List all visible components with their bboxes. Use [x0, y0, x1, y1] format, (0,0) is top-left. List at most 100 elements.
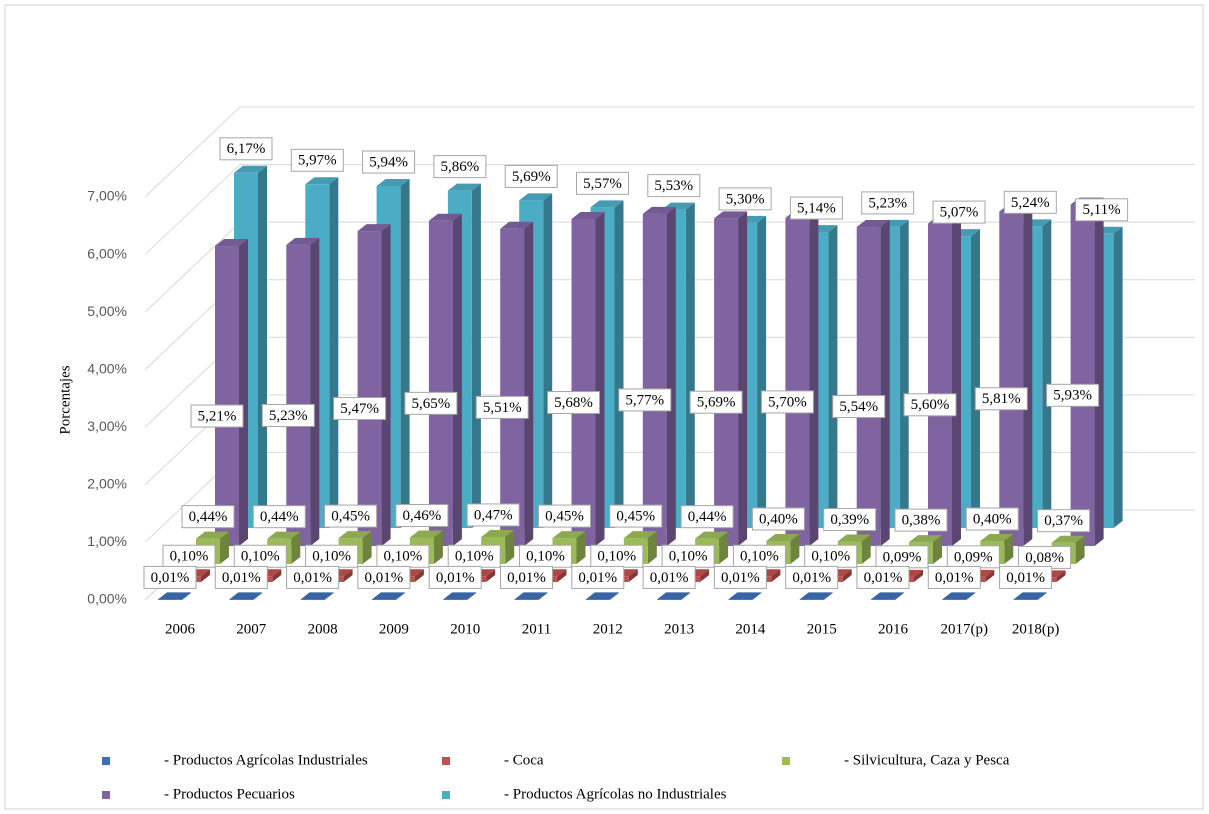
bar — [428, 220, 453, 546]
bar — [714, 218, 739, 546]
data-label-box — [219, 137, 273, 161]
data-label: 5,60% — [911, 397, 950, 413]
data-label: 5,94% — [369, 154, 408, 170]
data-label: 0,01% — [151, 570, 190, 586]
y-tick-label: 2,00% — [87, 476, 127, 492]
bar-top — [215, 239, 248, 247]
bar-side — [771, 569, 781, 582]
y-tick-label: 6,00% — [87, 245, 127, 261]
data-label: 0,40% — [973, 511, 1012, 527]
data-label-box — [181, 505, 235, 529]
data-label: 5,14% — [797, 201, 836, 217]
bar-top — [590, 200, 624, 208]
x-tick-label: 2017(p) — [941, 621, 989, 637]
data-label-box — [760, 390, 814, 414]
data-label: 5,68% — [554, 395, 593, 411]
bar-side — [1056, 570, 1066, 582]
data-label-box — [504, 164, 558, 188]
x-tick-label: 2012 — [593, 621, 623, 637]
data-label-box — [428, 565, 482, 589]
bar-side — [933, 535, 942, 564]
bar-side — [272, 569, 282, 582]
bar-side — [614, 200, 624, 528]
bar-side — [486, 569, 496, 582]
bar-side — [1023, 204, 1033, 546]
data-label-box — [538, 504, 591, 528]
bar — [514, 599, 539, 600]
legend-label: - Silvicultura, Caza y Pesca — [844, 752, 1010, 768]
data-label-box — [466, 503, 520, 527]
bar — [300, 599, 325, 600]
bar-top — [714, 211, 748, 219]
data-label-box — [286, 565, 340, 589]
data-label: 0,46% — [403, 508, 442, 524]
data-label-box — [252, 505, 306, 529]
data-label: 0,10% — [241, 549, 280, 565]
data-label-box — [475, 395, 529, 419]
data-label: 5,93% — [1053, 388, 1092, 404]
x-tick-label: 2008 — [308, 621, 338, 637]
bar-side — [220, 531, 229, 564]
data-label-box — [609, 504, 663, 528]
bar-side — [895, 592, 904, 600]
bar-side — [757, 215, 767, 528]
bar — [500, 228, 525, 546]
bar-side — [647, 531, 657, 564]
bar-side — [433, 530, 443, 564]
bar-side — [628, 569, 638, 582]
data-label-box — [571, 565, 625, 589]
bar-side — [861, 534, 871, 564]
bar-side — [362, 531, 372, 564]
bar-side — [543, 193, 553, 528]
data-label-box — [1037, 509, 1091, 533]
bar — [785, 217, 810, 547]
x-tick-label: 2010 — [450, 621, 480, 637]
legend-label: - Coca — [504, 752, 544, 768]
data-label: 0,47% — [474, 507, 513, 523]
bar-side — [738, 211, 748, 546]
bar-top — [571, 211, 605, 219]
data-label-box — [1003, 190, 1057, 214]
data-label: 5,65% — [412, 396, 451, 412]
data-label: 0,44% — [260, 509, 299, 525]
data-label-box — [500, 565, 553, 589]
grid-line — [144, 106, 1195, 198]
data-label: 5,51% — [483, 400, 522, 416]
data-label-box — [547, 390, 600, 414]
bar-top — [585, 592, 619, 600]
data-label-box — [647, 174, 701, 198]
bar — [799, 599, 824, 600]
data-label-box — [894, 508, 948, 532]
bar-side — [381, 224, 391, 546]
data-label-box — [214, 565, 268, 589]
data-label-box — [789, 196, 843, 220]
data-label: 0,44% — [688, 509, 727, 525]
data-label: 5,77% — [625, 392, 664, 408]
bar-side — [505, 529, 515, 564]
bar-top — [376, 179, 410, 187]
y-tick-label: 1,00% — [87, 533, 127, 549]
bar-side — [752, 592, 762, 600]
data-label-box — [932, 200, 986, 224]
bar — [657, 599, 682, 600]
bar-top — [623, 531, 657, 539]
data-label: 0,10% — [597, 549, 636, 565]
y-tick-label: 7,00% — [87, 188, 127, 204]
data-label: 0,45% — [616, 509, 655, 525]
bar-top — [305, 177, 339, 185]
bar-side — [182, 592, 191, 600]
legend-swatch — [102, 757, 110, 765]
bar-side — [471, 183, 481, 529]
data-label-box — [785, 565, 839, 589]
data-label: 5,97% — [298, 153, 337, 169]
data-label: 5,54% — [839, 399, 878, 415]
bar-side — [914, 569, 923, 582]
bar-top — [357, 224, 391, 232]
bar-side — [952, 216, 961, 546]
bar-top — [728, 592, 762, 600]
bar-top — [837, 534, 871, 542]
bar-side — [685, 202, 695, 528]
y-tick-label: 5,00% — [87, 303, 127, 319]
legend-label: - Productos Pecuarios — [164, 786, 295, 802]
bar-side — [899, 219, 909, 528]
